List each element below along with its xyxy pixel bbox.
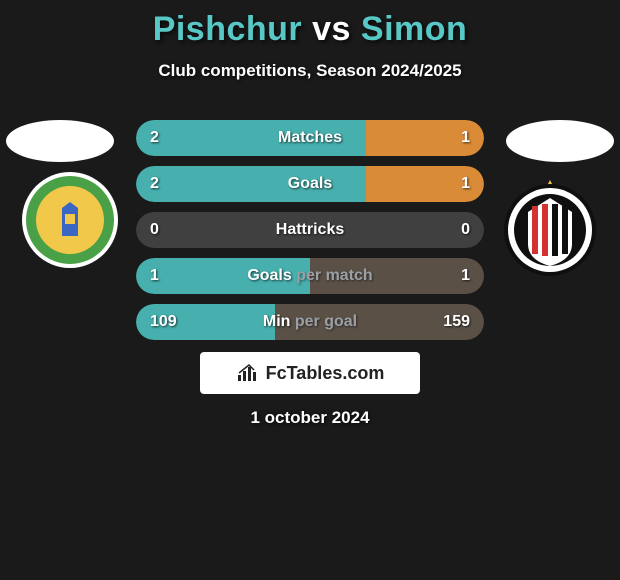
vs-text: vs xyxy=(312,10,351,48)
stat-value-right: 1 xyxy=(461,129,470,147)
player2-club-badge xyxy=(500,178,600,278)
stat-label: Matches xyxy=(278,129,342,147)
stat-label-part: Goals xyxy=(247,267,296,284)
stat-value-left: 109 xyxy=(150,313,177,331)
player1-avatar xyxy=(6,120,114,162)
stat-row: 2 1 Matches xyxy=(136,120,484,156)
stat-label-part-grey: per goal xyxy=(295,313,357,330)
player2-avatar xyxy=(506,120,614,162)
stat-value-right: 159 xyxy=(443,313,470,331)
stat-row: 109 159 Min per goal xyxy=(136,304,484,340)
brand-chart-icon xyxy=(236,363,260,383)
stat-label-part-grey: per match xyxy=(296,267,372,284)
stat-label-part: Min xyxy=(263,313,295,330)
stat-row: 2 1 Goals xyxy=(136,166,484,202)
comparison-card: Pishchur vs Simon Club competitions, Sea… xyxy=(0,0,620,580)
player1-club-badge xyxy=(20,172,120,272)
stat-value-right: 0 xyxy=(461,221,470,239)
stat-label: Goals per match xyxy=(247,267,372,285)
stat-value-left: 1 xyxy=(150,267,159,285)
stat-label: Goals xyxy=(288,175,332,193)
player1-name: Pishchur xyxy=(153,10,302,48)
stat-value-left: 0 xyxy=(150,221,159,239)
stats-panel: 2 1 Matches 2 1 Goals 0 0 Hattricks 1 1 Goals per m… xyxy=(136,120,484,350)
player2-name: Simon xyxy=(361,10,467,48)
brand-text: FcTables.com xyxy=(266,363,385,384)
stat-row: 1 1 Goals per match xyxy=(136,258,484,294)
brand-box[interactable]: FcTables.com xyxy=(200,352,420,394)
subtitle: Club competitions, Season 2024/2025 xyxy=(0,61,620,81)
date-label: 1 october 2024 xyxy=(0,408,620,428)
stat-value-right: 1 xyxy=(461,175,470,193)
stat-label: Min per goal xyxy=(263,313,357,331)
page-title: Pishchur vs Simon xyxy=(0,0,620,49)
stat-value-left: 2 xyxy=(150,175,159,193)
stat-value-left: 2 xyxy=(150,129,159,147)
stat-row: 0 0 Hattricks xyxy=(136,212,484,248)
stat-value-right: 1 xyxy=(461,267,470,285)
stat-label: Hattricks xyxy=(276,221,344,239)
